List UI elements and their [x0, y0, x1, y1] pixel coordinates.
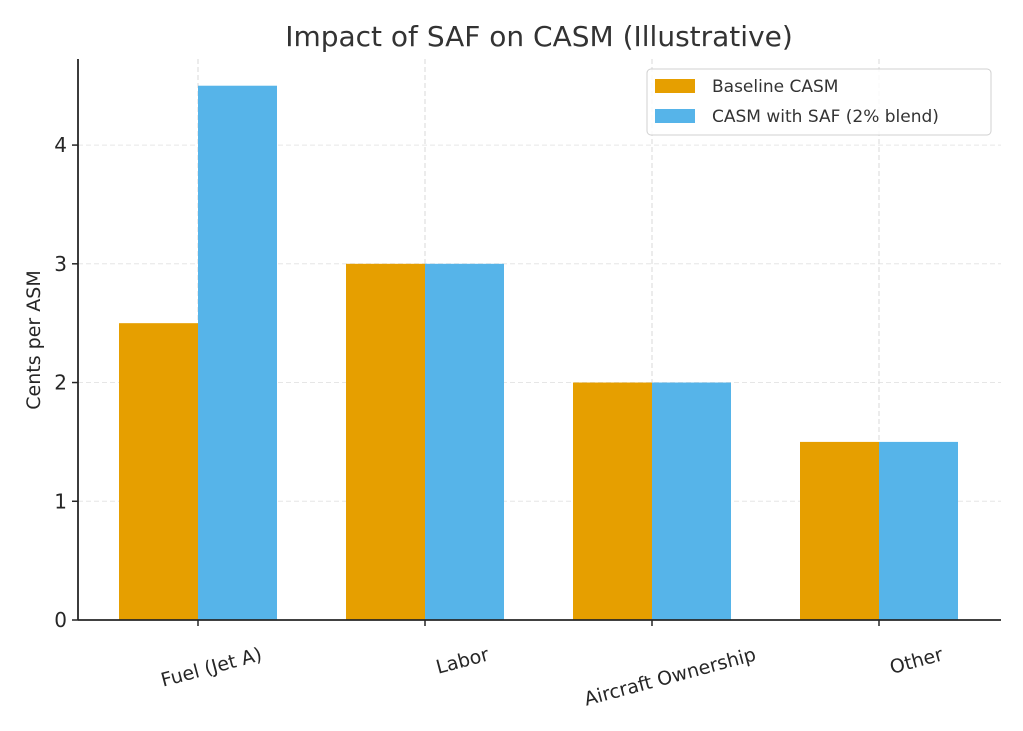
bar-saf-2 [652, 382, 731, 620]
legend-swatch [655, 79, 695, 93]
bar-baseline-3 [800, 441, 879, 620]
x-tick-label: Aircraft Ownership [582, 644, 758, 711]
legend-label: Baseline CASM [712, 77, 838, 97]
y-tick-label: 4 [54, 133, 67, 157]
y-tick-label: 2 [54, 371, 67, 395]
legend-label: CASM with SAF (2% blend) [712, 107, 939, 127]
chart-title: Impact of SAF on CASM (Illustrative) [285, 20, 793, 53]
legend-box [646, 68, 992, 136]
x-tick-label: Fuel (Jet A) [159, 644, 265, 692]
legend: Baseline CASM CASM with SAF (2% blend) [646, 68, 992, 136]
x-tick-label: Other [887, 644, 945, 679]
x-tick-label: Labor [434, 644, 492, 679]
legend-swatch [655, 109, 695, 123]
bar-baseline-0 [119, 323, 198, 620]
y-tick-label: 1 [54, 489, 67, 513]
bar-baseline-2 [573, 382, 652, 620]
y-axis-label: Cents per ASM [23, 270, 45, 409]
y-tick-label: 3 [54, 252, 67, 276]
bar-saf-1 [425, 263, 504, 620]
bar-baseline-1 [346, 263, 425, 620]
y-tick-label: 0 [54, 608, 67, 632]
bars-layer [119, 85, 958, 620]
bar-saf-3 [879, 441, 958, 620]
bar-saf-0 [198, 85, 277, 620]
